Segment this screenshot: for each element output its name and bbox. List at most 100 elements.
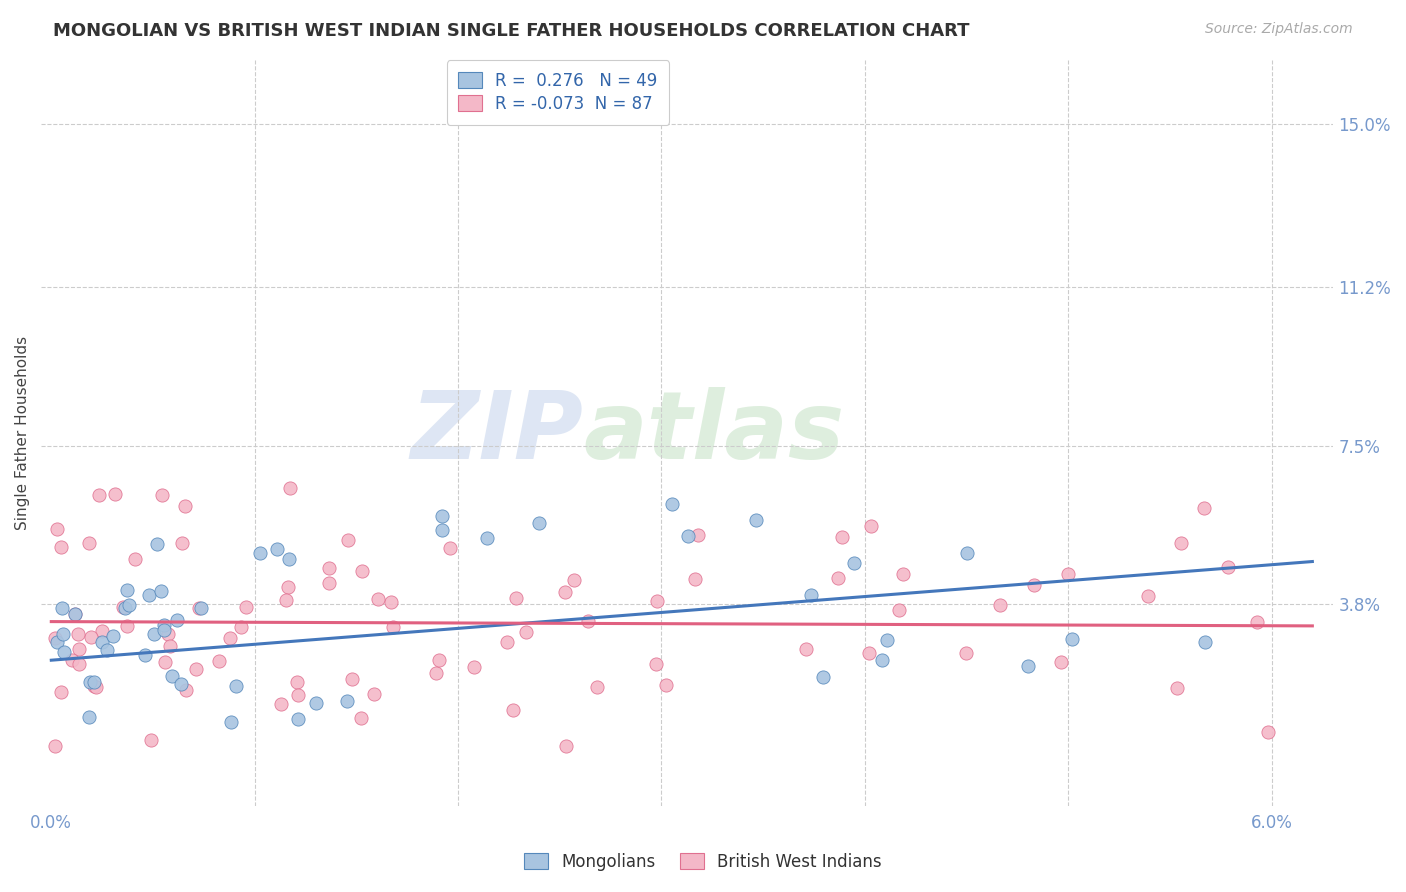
Point <box>184 662 207 676</box>
Point <box>219 714 242 729</box>
Point <box>46 635 69 649</box>
Point <box>502 703 524 717</box>
Point <box>505 591 527 606</box>
Point <box>134 648 156 662</box>
Point <box>645 594 668 608</box>
Point <box>150 583 173 598</box>
Point <box>118 598 141 612</box>
Point <box>174 682 197 697</box>
Point <box>67 657 90 671</box>
Point <box>858 646 880 660</box>
Point <box>1024 577 1046 591</box>
Point <box>153 624 176 638</box>
Point <box>166 613 188 627</box>
Point <box>138 588 160 602</box>
Point <box>678 528 700 542</box>
Point <box>87 488 110 502</box>
Point <box>150 488 173 502</box>
Point <box>67 642 90 657</box>
Point <box>562 573 585 587</box>
Point <box>139 733 162 747</box>
Point <box>190 601 212 615</box>
Point <box>515 625 537 640</box>
Point <box>44 632 66 646</box>
Point <box>745 513 768 527</box>
Point <box>337 533 360 547</box>
Point <box>683 573 706 587</box>
Point <box>382 620 405 634</box>
Text: MONGOLIAN VS BRITISH WEST INDIAN SINGLE FATHER HOUSEHOLDS CORRELATION CHART: MONGOLIAN VS BRITISH WEST INDIAN SINGLE … <box>53 22 970 40</box>
Point <box>112 599 135 614</box>
Point <box>65 607 87 622</box>
Point <box>794 642 817 657</box>
Point <box>153 618 176 632</box>
Point <box>655 678 678 692</box>
Y-axis label: Single Father Households: Single Father Households <box>15 335 30 530</box>
Point <box>153 655 176 669</box>
Point <box>831 530 853 544</box>
Point <box>350 564 373 578</box>
Point <box>891 566 914 581</box>
Point <box>336 693 359 707</box>
Point <box>44 739 66 753</box>
Point <box>860 519 883 533</box>
Point <box>1192 501 1215 516</box>
Point <box>115 583 138 598</box>
Point <box>380 595 402 609</box>
Point <box>586 680 609 694</box>
Point <box>1060 632 1083 646</box>
Point <box>91 634 114 648</box>
Point <box>96 643 118 657</box>
Point <box>169 677 191 691</box>
Point <box>157 627 180 641</box>
Point <box>340 672 363 686</box>
Text: Source: ZipAtlas.com: Source: ZipAtlas.com <box>1205 22 1353 37</box>
Point <box>988 598 1011 612</box>
Point <box>1170 536 1192 550</box>
Point <box>827 571 849 585</box>
Point <box>225 679 247 693</box>
Point <box>146 536 169 550</box>
Point <box>266 541 288 556</box>
Point <box>527 516 550 530</box>
Point <box>235 600 257 615</box>
Point <box>49 540 72 554</box>
Point <box>842 557 865 571</box>
Legend: R =  0.276   N = 49, R = -0.073  N = 87: R = 0.276 N = 49, R = -0.073 N = 87 <box>447 61 669 125</box>
Point <box>1137 590 1160 604</box>
Point <box>475 531 498 545</box>
Point <box>270 698 292 712</box>
Point <box>49 685 72 699</box>
Point <box>432 508 454 523</box>
Point <box>955 647 977 661</box>
Point <box>51 601 73 615</box>
Point <box>208 655 231 669</box>
Point <box>114 600 136 615</box>
Point <box>496 635 519 649</box>
Point <box>52 627 75 641</box>
Point <box>688 528 710 542</box>
Point <box>84 680 107 694</box>
Text: ZIP: ZIP <box>411 387 583 479</box>
Point <box>287 674 309 689</box>
Point <box>46 522 69 536</box>
Point <box>174 499 197 513</box>
Point <box>813 670 835 684</box>
Point <box>463 660 485 674</box>
Point <box>278 481 301 495</box>
Point <box>367 592 389 607</box>
Point <box>1194 634 1216 648</box>
Point <box>218 632 240 646</box>
Point <box>187 600 209 615</box>
Point <box>80 631 103 645</box>
Point <box>554 739 576 753</box>
Point <box>1216 560 1239 574</box>
Point <box>318 575 340 590</box>
Point <box>249 545 271 559</box>
Point <box>1049 656 1071 670</box>
Point <box>425 665 447 680</box>
Point <box>63 607 86 621</box>
Point <box>277 581 299 595</box>
Point <box>876 632 898 647</box>
Point <box>60 653 83 667</box>
